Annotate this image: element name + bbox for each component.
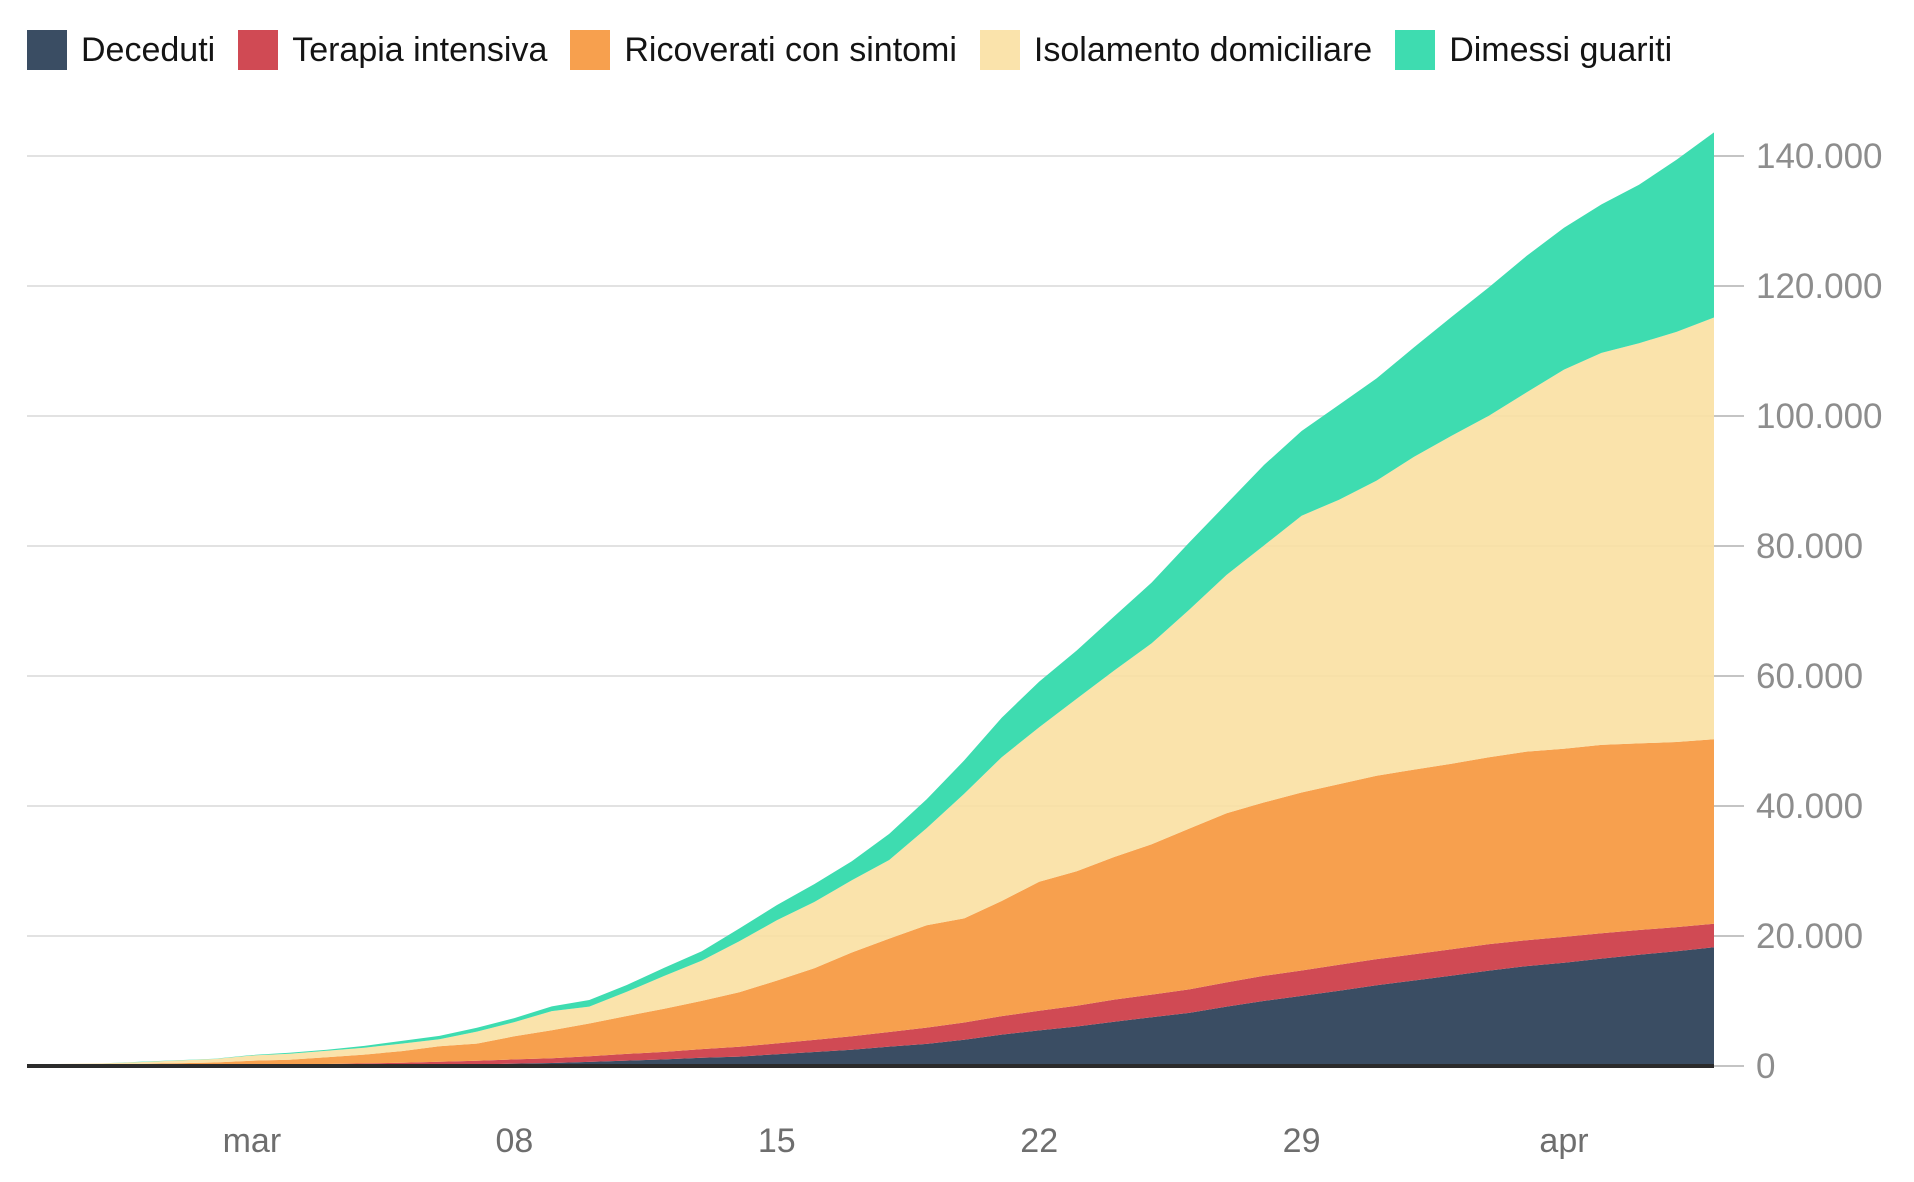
area-terapia-intensiva — [27, 923, 1714, 1066]
x-axis-label-15: 15 — [758, 1122, 796, 1160]
legend-item-dimessi-guariti: Dimessi guariti — [1395, 30, 1672, 70]
gridlines — [27, 155, 1714, 937]
area-series — [27, 132, 1714, 1066]
legend-label-ricoverati-con-sintomi: Ricoverati con sintomi — [624, 31, 957, 69]
legend-item-terapia-intensiva: Terapia intensiva — [238, 30, 547, 70]
legend-item-isolamento-domiciliare: Isolamento domiciliare — [979, 30, 1373, 70]
legend-label-dimessi-guariti: Dimessi guariti — [1449, 31, 1673, 69]
legend-item-deceduti: Deceduti — [27, 30, 215, 70]
legend-label-isolamento-domiciliare: Isolamento domiciliare — [1033, 31, 1373, 69]
legend-swatch-isolamento-domiciliare — [979, 30, 1020, 70]
y-axis-label-20000: 20.000 — [1756, 917, 1863, 956]
y-axis-label-140000: 140.000 — [1756, 137, 1883, 176]
area-ricoverati-con-sintomi — [27, 739, 1714, 1066]
y-axis-labels: 0 20.000 40.000 60.000 80.000 100.000 120.000 1… — [1756, 137, 1883, 1086]
y-axis-label-100000: 100.000 — [1756, 397, 1883, 436]
legend-swatch-dimessi-guariti — [1395, 30, 1436, 70]
y-axis-label-80000: 80.000 — [1756, 527, 1863, 566]
x-axis-label-22: 22 — [1020, 1122, 1058, 1160]
y-axis-label-40000: 40.000 — [1756, 787, 1863, 826]
y-axis-label-60000: 60.000 — [1756, 657, 1863, 696]
legend-swatch-ricoverati-con-sintomi — [570, 30, 611, 70]
area-isolamento-domiciliare — [27, 317, 1714, 1066]
legend-swatch-deceduti — [27, 30, 67, 70]
legend-label-deceduti: Deceduti — [81, 31, 216, 69]
x-axis-label-08: 08 — [495, 1122, 533, 1160]
legend-item-ricoverati-con-sintomi: Ricoverati con sintomi — [570, 30, 957, 70]
y-axis-ticks — [1714, 155, 1744, 1067]
y-axis-label-120000: 120.000 — [1756, 267, 1883, 306]
x-axis-label-mar: mar — [223, 1122, 282, 1160]
area-deceduti — [27, 947, 1714, 1066]
y-axis-label-0: 0 — [1756, 1047, 1775, 1086]
legend: Deceduti Terapia intensiva Ricoverati co… — [27, 30, 1672, 70]
legend-label-terapia-intensiva: Terapia intensiva — [292, 31, 548, 69]
x-axis-labels: mar 08 15 22 29 apr — [223, 1122, 1589, 1160]
x-axis-label-apr: apr — [1539, 1122, 1588, 1160]
x-axis-label-29: 29 — [1283, 1122, 1321, 1160]
legend-swatch-terapia-intensiva — [238, 30, 279, 70]
